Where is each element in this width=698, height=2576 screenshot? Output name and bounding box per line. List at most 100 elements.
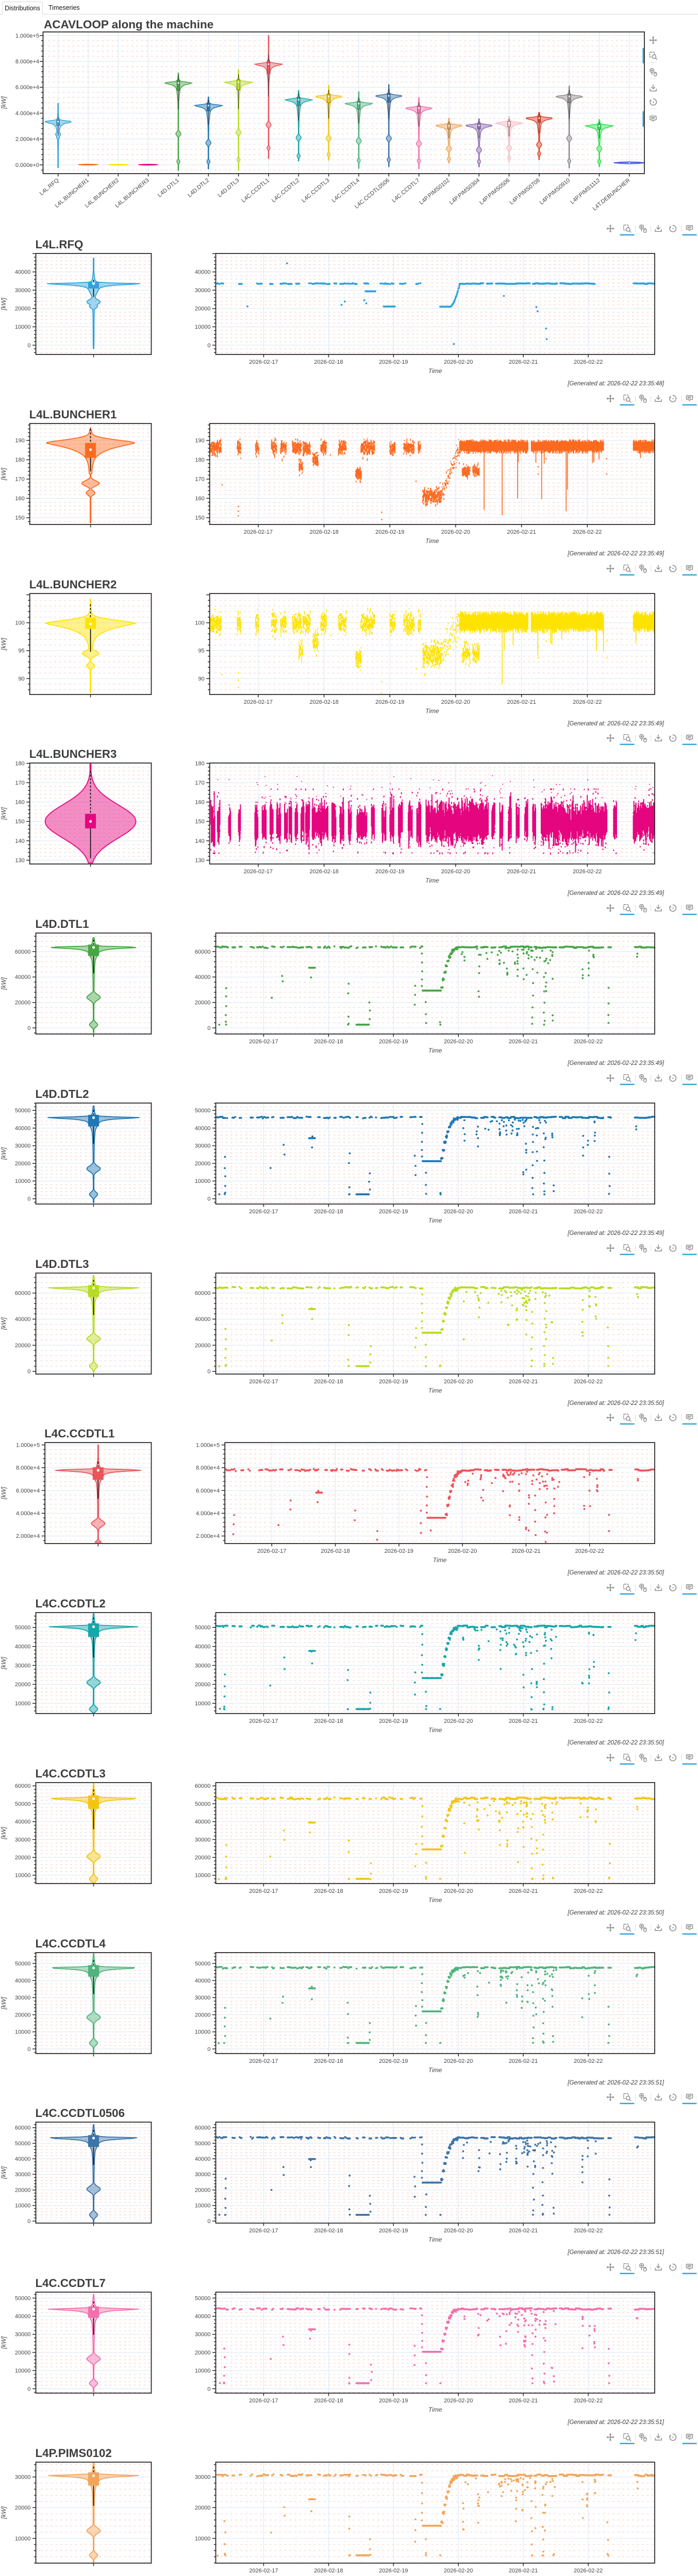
- svg-text:L4L.BUNCHER2: L4L.BUNCHER2: [29, 578, 117, 591]
- svg-text:2026-02-22: 2026-02-22: [574, 1039, 603, 1045]
- svg-text:2026-02-21: 2026-02-21: [509, 2058, 538, 2064]
- svg-text:2026-02-18: 2026-02-18: [314, 2058, 343, 2064]
- svg-text:L4C.CCDTL3: L4C.CCDTL3: [301, 177, 330, 204]
- svg-text:10000: 10000: [15, 2203, 31, 2209]
- svg-text:60000: 60000: [15, 1290, 31, 1296]
- svg-text:2026-02-20: 2026-02-20: [444, 1379, 473, 1385]
- svg-text:0: 0: [207, 1368, 210, 1375]
- svg-text:4.000e+4: 4.000e+4: [16, 1511, 40, 1517]
- svg-text:2026-02-21: 2026-02-21: [509, 2398, 538, 2404]
- svg-text:Time: Time: [428, 2066, 442, 2074]
- svg-text:60000: 60000: [195, 1290, 211, 1296]
- svg-text:L4P.PIMS0910: L4P.PIMS0910: [539, 177, 571, 206]
- svg-text:L4P.PIMS1112: L4P.PIMS1112: [569, 177, 601, 206]
- svg-text:170: 170: [195, 476, 204, 482]
- svg-text:2026-02-17: 2026-02-17: [249, 1888, 278, 1894]
- svg-text:2026-02-17: 2026-02-17: [249, 1209, 278, 1215]
- svg-text:[Generated at: 2026-02-22 23:3: [Generated at: 2026-02-22 23:35:50]: [567, 1570, 664, 1576]
- svg-text:[kW]: [kW]: [0, 637, 7, 651]
- svg-text:2026-02-20: 2026-02-20: [444, 2228, 473, 2234]
- svg-text:2026-02-21: 2026-02-21: [509, 1718, 538, 1724]
- svg-text:2026-02-22: 2026-02-22: [574, 1379, 603, 1385]
- svg-text:2026-02-18: 2026-02-18: [314, 1379, 343, 1385]
- svg-text:2026-02-22: 2026-02-22: [574, 1888, 603, 1894]
- svg-text:180: 180: [195, 457, 204, 463]
- svg-text:[kW]: [kW]: [0, 467, 7, 481]
- svg-text:150: 150: [15, 819, 24, 825]
- svg-text:40000: 40000: [195, 974, 211, 980]
- svg-text:20000: 20000: [15, 1855, 31, 1861]
- svg-text:20000: 20000: [15, 1342, 31, 1348]
- svg-text:10000: 10000: [195, 2029, 211, 2035]
- svg-text:10000: 10000: [195, 2536, 211, 2542]
- svg-text:L4C.CCDTL0506: L4C.CCDTL0506: [36, 2107, 125, 2120]
- svg-text:2026-02-18: 2026-02-18: [314, 359, 343, 365]
- svg-text:6.000e+4: 6.000e+4: [16, 1488, 40, 1494]
- svg-text:L4C.CCDTL3: L4C.CCDTL3: [36, 1767, 106, 1780]
- svg-text:2026-02-20: 2026-02-20: [444, 1888, 473, 1894]
- svg-text:4.000e+4: 4.000e+4: [196, 1511, 220, 1517]
- svg-text:10000: 10000: [15, 1872, 31, 1878]
- svg-text:[kW]: [kW]: [0, 2336, 7, 2349]
- svg-text:20000: 20000: [15, 2188, 31, 2194]
- svg-text:20000: 20000: [195, 1161, 211, 1167]
- svg-text:60000: 60000: [195, 1783, 211, 1789]
- svg-text:20000: 20000: [195, 2350, 211, 2356]
- svg-text:[kW]: [kW]: [0, 297, 7, 311]
- svg-text:50000: 50000: [15, 1960, 31, 1967]
- svg-text:4.000e+4: 4.000e+4: [15, 110, 39, 116]
- svg-text:2026-02-17: 2026-02-17: [249, 359, 278, 365]
- svg-text:10000: 10000: [195, 2368, 211, 2374]
- svg-text:10000: 10000: [15, 2368, 31, 2374]
- svg-text:2026-02-21: 2026-02-21: [507, 529, 536, 535]
- svg-text:60000: 60000: [15, 949, 31, 955]
- svg-text:[kW]: [kW]: [0, 1996, 7, 2010]
- svg-text:0: 0: [27, 1196, 30, 1202]
- svg-text:20000: 20000: [195, 2188, 211, 2194]
- svg-text:2026-02-22: 2026-02-22: [574, 1209, 603, 1215]
- svg-text:2026-02-17: 2026-02-17: [249, 1718, 278, 1724]
- svg-text:0: 0: [27, 343, 30, 349]
- svg-text:2026-02-19: 2026-02-19: [379, 2568, 408, 2574]
- svg-text:Time: Time: [428, 1726, 442, 1734]
- svg-text:40000: 40000: [15, 2156, 31, 2162]
- svg-text:L4C.CCDTL4: L4C.CCDTL4: [36, 1937, 106, 1950]
- svg-text:2026-02-17: 2026-02-17: [244, 699, 273, 705]
- svg-text:0: 0: [207, 2386, 210, 2392]
- svg-text:30000: 30000: [15, 1995, 31, 2001]
- svg-text:50000: 50000: [195, 1801, 211, 1807]
- svg-text:L4C.CCDTL1: L4C.CCDTL1: [241, 177, 271, 204]
- svg-text:40000: 40000: [195, 1125, 211, 1131]
- svg-text:40000: 40000: [195, 1819, 211, 1825]
- svg-text:2026-02-18: 2026-02-18: [314, 1888, 343, 1894]
- svg-text:2026-02-19: 2026-02-19: [379, 2398, 408, 2404]
- svg-text:Time: Time: [428, 1387, 442, 1394]
- svg-text:L4P.PIMS0708: L4P.PIMS0708: [509, 177, 541, 206]
- svg-text:170: 170: [195, 780, 204, 786]
- svg-text:40000: 40000: [15, 1125, 31, 1131]
- svg-text:50000: 50000: [195, 2295, 211, 2301]
- svg-text:20000: 20000: [15, 306, 31, 312]
- svg-text:2026-02-18: 2026-02-18: [314, 2398, 343, 2404]
- svg-text:[Generated at: 2026-02-22 23:3: [Generated at: 2026-02-22 23:35:50]: [567, 1400, 664, 1406]
- svg-text:100: 100: [15, 620, 24, 626]
- svg-text:2026-02-18: 2026-02-18: [314, 2568, 343, 2574]
- svg-text:[Generated at: 2026-02-22 23:3: [Generated at: 2026-02-22 23:35:50]: [567, 1740, 664, 1746]
- svg-text:Time: Time: [425, 707, 439, 715]
- svg-text:[kW]: [kW]: [0, 1487, 7, 1500]
- svg-text:60000: 60000: [15, 1783, 31, 1789]
- svg-text:40000: 40000: [15, 1316, 31, 1323]
- svg-text:1.000e+5: 1.000e+5: [196, 1443, 220, 1449]
- svg-text:6.000e+4: 6.000e+4: [15, 84, 39, 91]
- svg-text:Time: Time: [428, 1896, 442, 1904]
- svg-text:L4C.CCDTL7: L4C.CCDTL7: [36, 2277, 106, 2290]
- svg-text:[kW]: [kW]: [0, 2166, 7, 2180]
- svg-text:1.000e+5: 1.000e+5: [16, 1443, 40, 1449]
- svg-text:20000: 20000: [15, 1682, 31, 1688]
- svg-text:40000: 40000: [15, 1978, 31, 1984]
- svg-text:Time: Time: [428, 1217, 442, 1224]
- svg-text:2026-02-21: 2026-02-21: [507, 869, 536, 875]
- svg-text:60000: 60000: [15, 2125, 31, 2131]
- svg-text:2026-02-22: 2026-02-22: [575, 1548, 604, 1554]
- svg-text:160: 160: [195, 496, 204, 502]
